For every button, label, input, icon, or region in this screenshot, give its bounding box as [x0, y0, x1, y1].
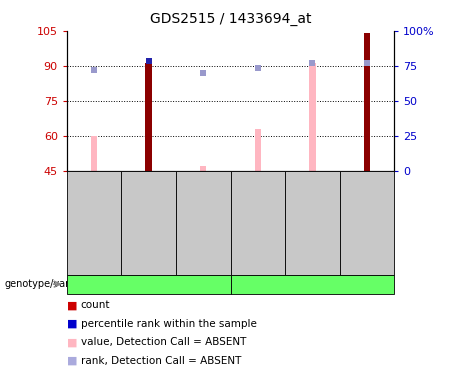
Text: GDS2515 / 1433694_at: GDS2515 / 1433694_at: [150, 12, 311, 25]
Text: rank, Detection Call = ABSENT: rank, Detection Call = ABSENT: [81, 356, 241, 366]
Text: GSM143414: GSM143414: [308, 195, 317, 250]
Bar: [364, 33, 370, 171]
Text: count: count: [81, 300, 110, 310]
Bar: [309, 63, 316, 171]
Bar: [254, 129, 261, 171]
Text: GSM143411: GSM143411: [144, 195, 153, 250]
Text: GSM143409: GSM143409: [89, 195, 99, 250]
Text: value, Detection Call = ABSENT: value, Detection Call = ABSENT: [81, 337, 246, 347]
Bar: [145, 63, 152, 171]
Text: GSM143412: GSM143412: [199, 195, 208, 250]
Text: wild type: wild type: [123, 279, 174, 289]
Bar: [364, 33, 370, 171]
Bar: [91, 136, 97, 171]
Text: percentile rank within the sample: percentile rank within the sample: [81, 319, 257, 329]
Bar: [200, 166, 207, 171]
Text: genotype/variation: genotype/variation: [5, 279, 97, 289]
Text: GSM143415: GSM143415: [362, 195, 372, 250]
Text: ■: ■: [67, 356, 77, 366]
Text: ■: ■: [67, 319, 77, 329]
Bar: [145, 63, 152, 171]
Text: PGC-1beta mutant: PGC-1beta mutant: [260, 279, 364, 289]
Text: ■: ■: [67, 300, 77, 310]
Text: GSM143413: GSM143413: [253, 195, 262, 250]
Text: ■: ■: [67, 337, 77, 347]
